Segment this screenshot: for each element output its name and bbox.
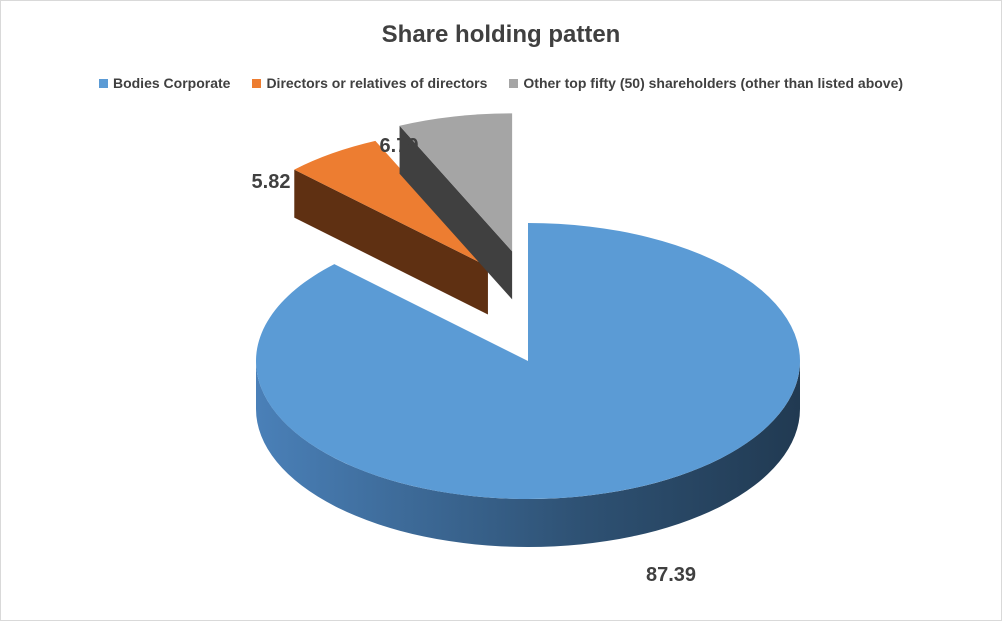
pie-slice-1: [294, 140, 488, 315]
legend-label: Directors or relatives of directors: [266, 75, 488, 91]
pie-slice-2: [399, 113, 513, 300]
data-label-2: 6.79: [380, 135, 419, 157]
data-label-1: 5.82: [252, 171, 291, 193]
legend: Bodies Corporate Directors or relatives …: [1, 75, 1001, 91]
legend-label: Other top fifty (50) shareholders (other…: [523, 75, 904, 91]
legend-label: Bodies Corporate: [112, 75, 231, 91]
slice-cut-face: [294, 169, 488, 315]
legend-swatch: [509, 78, 519, 88]
slice-side-wall: [256, 361, 800, 547]
legend-item-directors: Directors or relatives of directors: [252, 75, 487, 91]
slice-top-face: [294, 140, 488, 267]
data-label-0: 87.39: [646, 564, 696, 586]
legend-swatch: [252, 78, 262, 88]
slice-cut-face: [399, 125, 513, 300]
chart-title: Share holding patten: [381, 21, 621, 48]
legend-item-bodies-corporate: Bodies Corporate: [98, 75, 231, 91]
legend-swatch: [98, 78, 108, 88]
pie-slice-0: [256, 223, 800, 547]
slice-top-face: [399, 113, 513, 252]
legend-item-other-top-fifty: Other top fifty (50) shareholders (other…: [509, 75, 903, 91]
slice-top-face: [256, 223, 800, 499]
